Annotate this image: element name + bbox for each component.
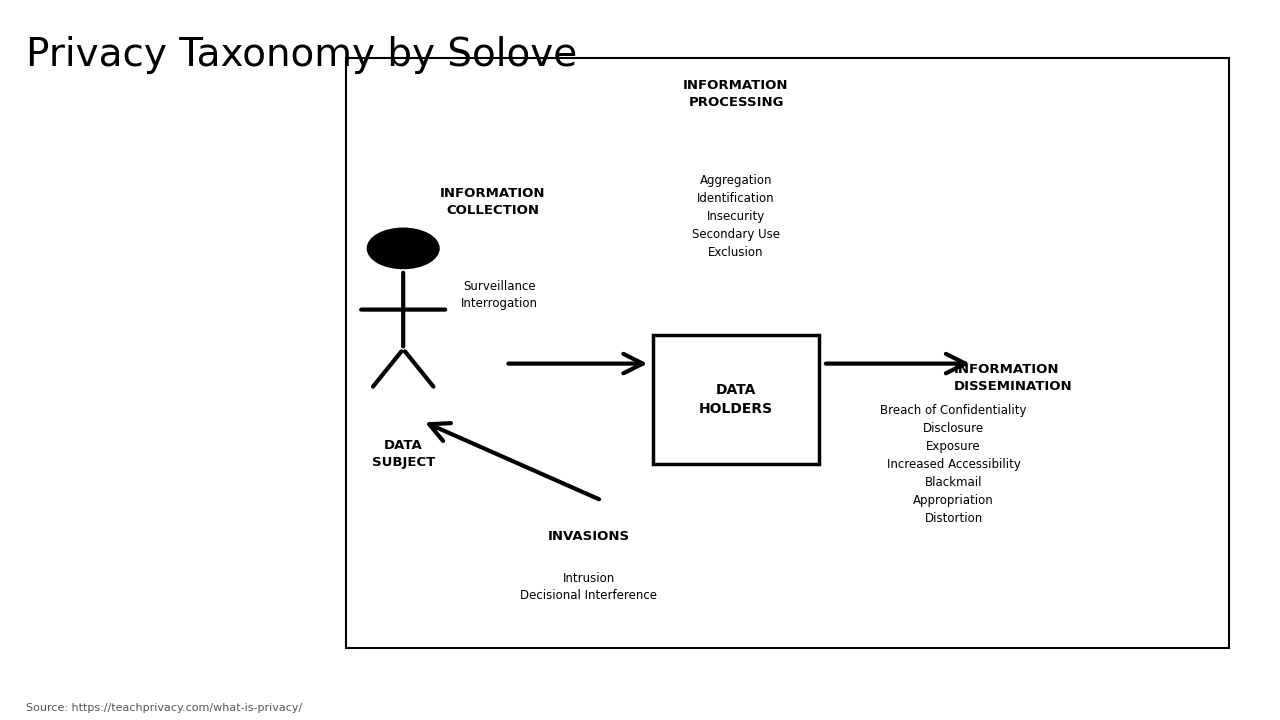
Text: INFORMATION
DISSEMINATION: INFORMATION DISSEMINATION [954, 363, 1073, 393]
Text: INVASIONS: INVASIONS [548, 530, 630, 543]
Text: DATA
SUBJECT: DATA SUBJECT [371, 438, 435, 469]
Text: Breach of Confidentiality
Disclosure
Exposure
Increased Accessibility
Blackmail
: Breach of Confidentiality Disclosure Exp… [881, 404, 1027, 525]
Text: Intrusion
Decisional Interference: Intrusion Decisional Interference [520, 572, 658, 602]
Text: INFORMATION
COLLECTION: INFORMATION COLLECTION [440, 186, 545, 217]
Circle shape [367, 228, 439, 269]
Bar [346, 58, 1229, 648]
Bar [653, 335, 819, 464]
Text: Privacy Taxonomy by Solove: Privacy Taxonomy by Solove [26, 36, 577, 74]
Text: INFORMATION
PROCESSING: INFORMATION PROCESSING [684, 78, 788, 109]
Text: Aggregation
Identification
Insecurity
Secondary Use
Exclusion: Aggregation Identification Insecurity Se… [692, 174, 780, 258]
Text: Source: https://teachprivacy.com/what-is-privacy/: Source: https://teachprivacy.com/what-is… [26, 703, 302, 713]
Text: DATA
HOLDERS: DATA HOLDERS [699, 383, 773, 416]
Text: Surveillance
Interrogation: Surveillance Interrogation [461, 280, 538, 310]
